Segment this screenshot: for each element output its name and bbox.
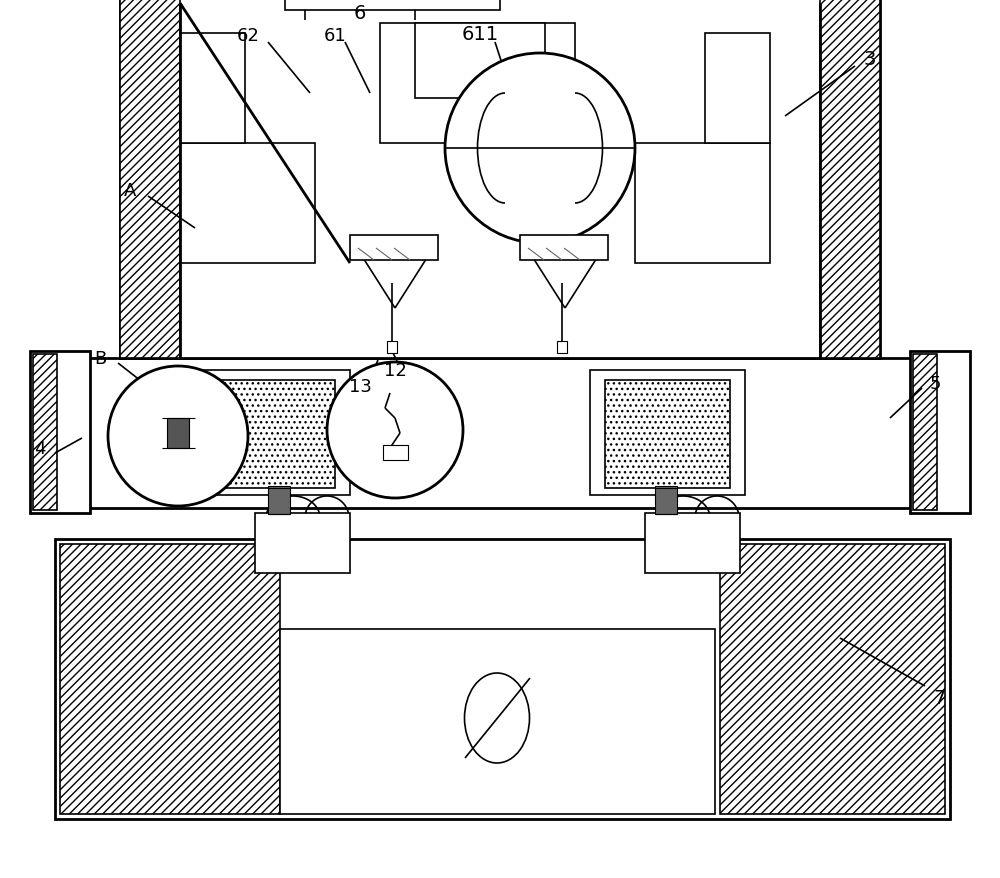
Bar [383,445,408,460]
Bar [720,544,945,814]
Bar [913,355,937,510]
Bar [910,351,970,514]
Bar [635,144,770,263]
Bar [590,371,745,495]
Bar [285,0,500,11]
Text: 12: 12 [384,362,406,379]
Text: 6: 6 [354,4,366,23]
Bar [380,24,575,144]
Bar [350,235,438,261]
Text: 61: 61 [324,27,346,45]
Bar [520,235,608,261]
Ellipse shape [465,673,530,763]
Text: 5: 5 [929,375,941,392]
Text: 7: 7 [934,688,946,708]
Circle shape [327,363,463,499]
Bar [33,355,57,510]
Bar [645,514,740,573]
Bar [415,24,545,99]
Circle shape [108,367,248,507]
Bar [820,0,880,358]
Bar [210,380,335,488]
Bar [55,358,945,508]
Circle shape [445,54,635,244]
Text: 13: 13 [349,378,371,396]
Bar [120,0,880,358]
Text: 3: 3 [864,49,876,68]
Bar [180,144,315,263]
Bar [280,630,715,814]
Text: 611: 611 [461,25,499,43]
Bar [120,0,180,358]
Bar [180,34,245,144]
Bar [557,342,567,354]
Bar [55,539,950,819]
Bar [705,34,770,144]
Text: 4: 4 [34,440,46,457]
Bar [30,351,90,514]
Bar [605,380,730,488]
Text: A: A [124,182,136,200]
Text: B: B [94,349,106,368]
Bar [60,544,280,814]
Bar [387,342,397,354]
Bar [268,486,290,515]
Bar [167,419,189,449]
Bar [655,486,677,515]
Text: 62: 62 [237,27,259,45]
Bar [195,371,350,495]
Bar [255,514,350,573]
